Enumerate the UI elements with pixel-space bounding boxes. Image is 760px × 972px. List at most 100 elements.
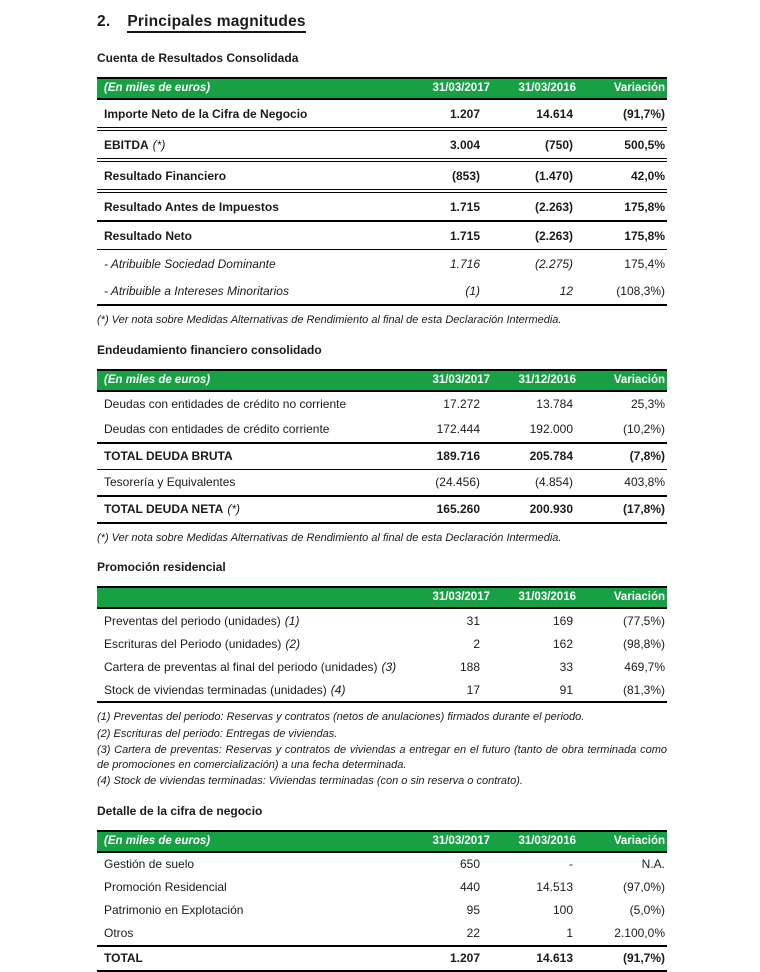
cell-value: 469,7% — [624, 659, 665, 674]
cell-value: 1.207 — [400, 99, 492, 131]
cell-value: (91,7%) — [578, 99, 667, 131]
cell-value: (98,8%) — [622, 636, 665, 651]
footnote: (4) Stock de viviendas terminadas: Vivie… — [97, 775, 523, 788]
cell-value: 403,8% — [578, 469, 667, 497]
row-label: TOTAL DEUDA BRUTA — [97, 442, 400, 470]
cell-value: 1 — [492, 921, 578, 947]
cell-value: 17.272 — [443, 397, 480, 412]
footnote: (1) Preventas del periodo: Reservas y co… — [97, 711, 585, 724]
footnote: (*) Ver nota sobre Medidas Alternativas … — [97, 314, 562, 326]
table-row: Resultado Antes de Impuestos 1.715 (2.263)… — [97, 191, 667, 222]
cell-value: (10,2%) — [578, 416, 667, 444]
cell-value: (7,8%) — [578, 442, 667, 470]
cell-value: (91,7%) — [578, 945, 667, 972]
table-row: Resultado Financiero (853) (1.470) 42,0% — [97, 160, 667, 193]
cell-value: 175,8% — [578, 221, 667, 250]
cell-value: 1.207 — [400, 945, 492, 972]
column-header: 31/03/2016 — [492, 77, 578, 100]
table-row: Cartera de preventas al final del period… — [97, 655, 667, 678]
row-label: Otros — [97, 921, 400, 947]
row-label-text: - Atribuible Sociedad Dominante — [104, 256, 276, 271]
cell-value: 200.930 — [492, 495, 578, 524]
cell-value: - — [569, 857, 573, 872]
row-label-text: Preventas del periodo (unidades) — [104, 613, 281, 628]
cell-value: 3.004 — [400, 129, 492, 162]
column-header: 31/03/2017 — [400, 829, 492, 853]
table-row: Tesorería y Equivalentes (24.456) (4.854) 4… — [97, 469, 667, 497]
cell-value: 162 — [552, 636, 573, 651]
units-header: (En miles de euros) — [97, 368, 400, 392]
row-label: Deudas con entidades de crédito no corri… — [97, 391, 400, 417]
section-title-endeudamiento: Endeudamiento financiero consolidado — [97, 342, 322, 357]
row-label: Resultado Neto — [97, 221, 400, 250]
table-row: - Atribuible a Intereses Minoritarios (1)… — [97, 277, 667, 306]
row-note: (*) — [152, 137, 166, 152]
section-cuenta-resultados: Cuenta de Resultados Consolidada (En mile… — [97, 51, 667, 328]
row-label: Tesorería y Equivalentes — [97, 469, 400, 497]
cell-value: 440 — [459, 880, 480, 895]
table-row: - Atribuible Sociedad Dominante 1.716 (2.2… — [97, 250, 667, 278]
cell-value: (2.263) — [492, 191, 578, 222]
table-row: Deudas con entidades de crédito corrient… — [97, 416, 667, 444]
row-label-text: Stock de viviendas terminadas (unidades) — [104, 682, 327, 697]
cell-value: 91 — [492, 678, 578, 704]
cell-value: 205.784 — [492, 442, 578, 470]
cell-value: 165.260 — [400, 495, 492, 524]
cell-value: (97,0%) — [622, 880, 665, 895]
table-row: TOTAL 1.207 14.613 (91,7%) — [97, 945, 667, 972]
page-title: 2. Principales magnitudes — [97, 13, 667, 33]
cell-value: 1.715 — [400, 221, 492, 250]
row-label: - Atribuible Sociedad Dominante — [97, 250, 400, 278]
column-header: Variación — [578, 586, 667, 610]
row-note: (1) — [284, 613, 300, 628]
cell-value: 175,4% — [624, 256, 665, 271]
row-note: (2) — [285, 636, 301, 651]
column-header: 31/03/2017 — [400, 77, 492, 100]
row-label-text: Gestión de suelo — [104, 857, 195, 872]
row-label: Cartera de preventas al final del period… — [97, 655, 400, 678]
row-label: - Atribuible a Intereses Minoritarios — [97, 277, 400, 306]
cell-value: 13.784 — [536, 397, 573, 412]
table-row: Gestión de suelo 650 - N.A. — [97, 852, 667, 876]
row-label-text: TOTAL DEUDA BRUTA — [104, 449, 233, 464]
cell-value: (4.854) — [492, 469, 578, 497]
cell-value: 650 — [459, 857, 480, 872]
cell-value: (17,8%) — [578, 495, 667, 524]
row-label: Importe Neto de la Cifra de Negocio — [97, 99, 400, 131]
section-promocion-residencial: Promoción residencial 31/03/2017 31/03/201… — [97, 560, 667, 789]
section-endeudamiento: Endeudamiento financiero consolidado (En … — [97, 343, 667, 546]
cell-value: 42,0% — [578, 160, 667, 193]
cell-value: 169 — [552, 613, 573, 628]
cell-value: 1.715 — [400, 191, 492, 222]
cell-value: (2.263) — [492, 221, 578, 250]
cell-value: (108,3%) — [578, 277, 667, 306]
table-header-row: (En miles de euros) 31/03/2017 31/12/2016 V… — [97, 368, 667, 392]
cell-value: 31 — [466, 613, 480, 628]
section-title-promocion-residencial: Promoción residencial — [97, 560, 226, 575]
table-row: Escrituras del Periodo (unidades) (2) 2 162… — [97, 632, 667, 655]
units-header: (En miles de euros) — [97, 829, 400, 853]
section-title-detalle-cifra-negocio: Detalle de la cifra de negocio — [97, 803, 263, 818]
row-label-text: Deudas con entidades de crédito corrient… — [104, 422, 330, 437]
row-label: Promoción Residencial — [97, 876, 400, 899]
row-label: TOTAL DEUDA NETA (*) — [97, 495, 400, 524]
cell-value: 500,5% — [578, 129, 667, 162]
row-label-text: Tesorería y Equivalentes — [104, 475, 236, 490]
page-title-number: 2. — [97, 13, 111, 30]
cell-value: 12 — [492, 277, 578, 306]
row-label-text: Otros — [104, 926, 134, 941]
row-label: Resultado Antes de Impuestos — [97, 191, 400, 222]
row-label: Patrimonio en Explotación — [97, 899, 400, 922]
column-header: Variación — [578, 77, 667, 100]
table-row: Stock de viviendas terminadas (unidades)… — [97, 678, 667, 704]
footnote: (*) Ver nota sobre Medidas Alternativas … — [97, 531, 562, 544]
table-header-row: (En miles de euros) 31/03/2017 31/03/2016 V… — [97, 829, 667, 853]
row-note: (4) — [330, 682, 346, 697]
cell-value: 100 — [552, 903, 573, 918]
cell-value: (1.470) — [492, 160, 578, 193]
cell-value: 1.716 — [449, 256, 480, 271]
cell-value: 22 — [400, 921, 492, 947]
units-header: (En miles de euros) — [97, 77, 400, 100]
row-note: (3) — [381, 659, 397, 674]
